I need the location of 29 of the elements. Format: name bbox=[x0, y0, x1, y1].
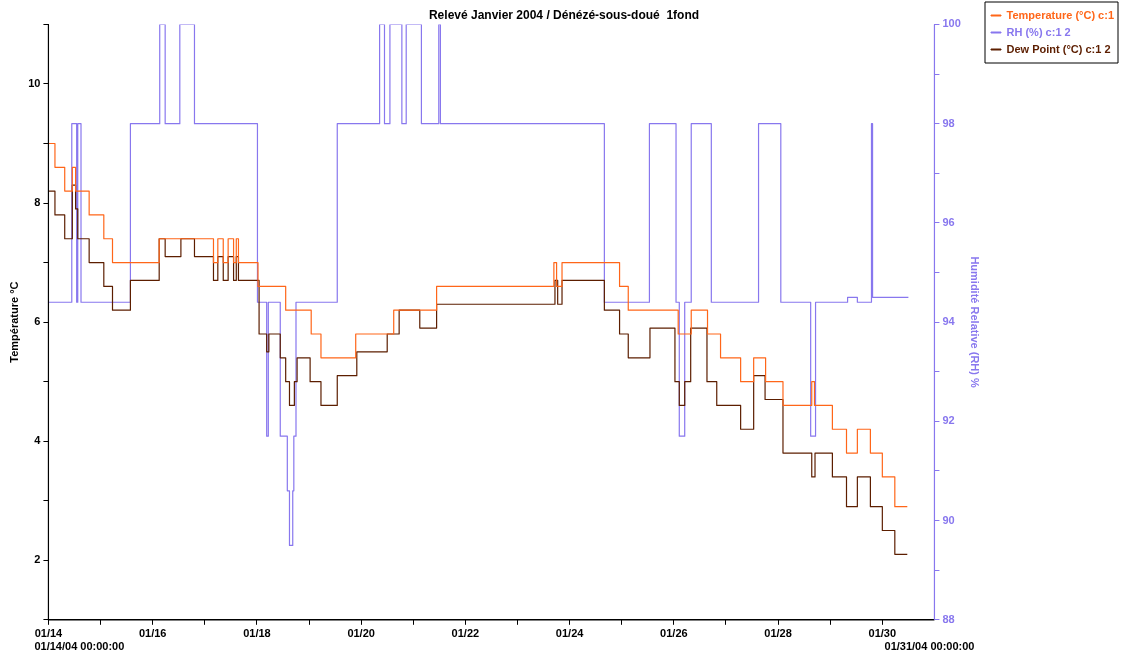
y-tick-label: 4 bbox=[34, 434, 42, 447]
y-tick-label: 2 bbox=[34, 553, 41, 566]
y2-tick-label: 90 bbox=[942, 513, 955, 526]
text: 01/14/04 00:00:00 bbox=[34, 640, 125, 653]
y2-tick-label: 92 bbox=[942, 414, 955, 427]
y-tick-label: 10 bbox=[28, 76, 41, 89]
x-tick-label: 01/26 bbox=[660, 627, 688, 640]
y-tick-label: 8 bbox=[34, 196, 41, 209]
y2-tick-label: 96 bbox=[942, 215, 955, 228]
y-tick-label: 6 bbox=[34, 315, 41, 328]
y2-axis-title: Humidité Relative (RH) % bbox=[969, 256, 982, 389]
legend-label: Dew Point (°C) c:1 2 bbox=[1006, 42, 1111, 55]
y2-tick-label: 100 bbox=[942, 17, 961, 30]
legend-label: RH (%) c:1 2 bbox=[1006, 25, 1071, 38]
x-tick-label: 01/24 bbox=[555, 627, 585, 640]
x-tick-label: 01/14 bbox=[34, 627, 64, 640]
x-tick-label: 01/30 bbox=[868, 627, 897, 640]
x-tick-label: 01/22 bbox=[451, 627, 480, 640]
y2-tick-label: 94 bbox=[942, 315, 956, 328]
chart-title: Relevé Janvier 2004 / Dénézé-sous-doué 1fond bbox=[428, 7, 700, 22]
x-tick-label: 01/16 bbox=[138, 627, 167, 640]
x-tick-label: 01/20 bbox=[347, 627, 375, 640]
text: 01/31/04 00:00:00 bbox=[884, 640, 975, 653]
y2-tick-label: 98 bbox=[942, 116, 955, 129]
legend-label: Temperature (°C) c:1 bbox=[1006, 8, 1114, 21]
y-axis-title: Température °C bbox=[7, 281, 20, 363]
x-tick-label: 01/28 bbox=[764, 627, 792, 640]
x-tick-label: 01/18 bbox=[243, 627, 271, 640]
y2-tick-label: 88 bbox=[942, 612, 955, 625]
